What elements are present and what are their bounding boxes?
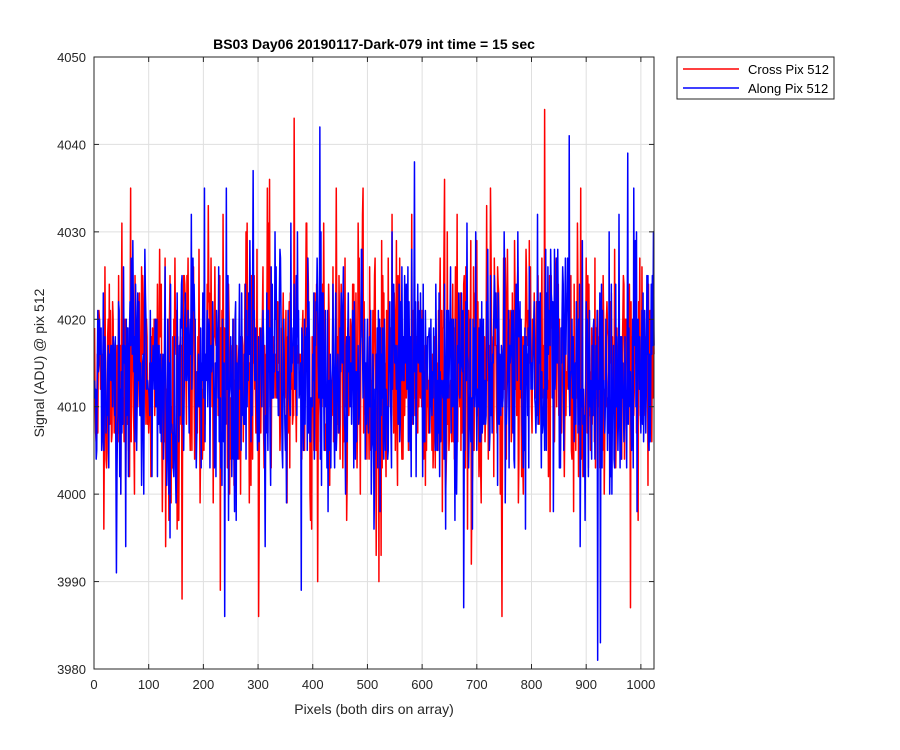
legend-label-cross: Cross Pix 512 bbox=[748, 62, 829, 77]
x-tick-label: 100 bbox=[138, 677, 160, 692]
x-tick-label: 600 bbox=[411, 677, 433, 692]
y-tick-label: 4050 bbox=[57, 50, 86, 65]
legend: Cross Pix 512 Along Pix 512 bbox=[676, 56, 835, 100]
plot-frame bbox=[93, 56, 655, 670]
y-tick-label: 3980 bbox=[57, 662, 86, 677]
y-tick-label: 4040 bbox=[57, 137, 86, 152]
chart-title: BS03 Day06 20190117-Dark-079 int time = … bbox=[213, 36, 535, 52]
y-tick-label: 3990 bbox=[57, 575, 86, 590]
x-tick-label: 200 bbox=[193, 677, 215, 692]
x-tick-label: 1000 bbox=[626, 677, 655, 692]
x-axis-label: Pixels (both dirs on array) bbox=[294, 701, 454, 717]
x-tick-label: 400 bbox=[302, 677, 324, 692]
x-tick-label: 0 bbox=[90, 677, 97, 692]
legend-box bbox=[676, 56, 835, 100]
x-tick-label: 900 bbox=[575, 677, 597, 692]
y-tick-label: 4020 bbox=[57, 312, 86, 327]
series-layer bbox=[93, 108, 655, 662]
ticks: 0 100 200 300 400 500 600 700 800 900 1000 3980 3990… bbox=[57, 50, 655, 692]
y-axis-label: Signal (ADU) @ pix 512 bbox=[31, 288, 47, 437]
y-tick-label: 4000 bbox=[57, 487, 86, 502]
series-line-along bbox=[93, 126, 655, 662]
y-tick-label: 4010 bbox=[57, 400, 86, 415]
x-tick-label: 300 bbox=[247, 677, 269, 692]
x-tick-label: 700 bbox=[466, 677, 488, 692]
y-tick-label: 4030 bbox=[57, 225, 86, 240]
x-tick-label: 500 bbox=[357, 677, 379, 692]
x-tick-label: 800 bbox=[521, 677, 543, 692]
legend-label-along: Along Pix 512 bbox=[748, 81, 828, 96]
